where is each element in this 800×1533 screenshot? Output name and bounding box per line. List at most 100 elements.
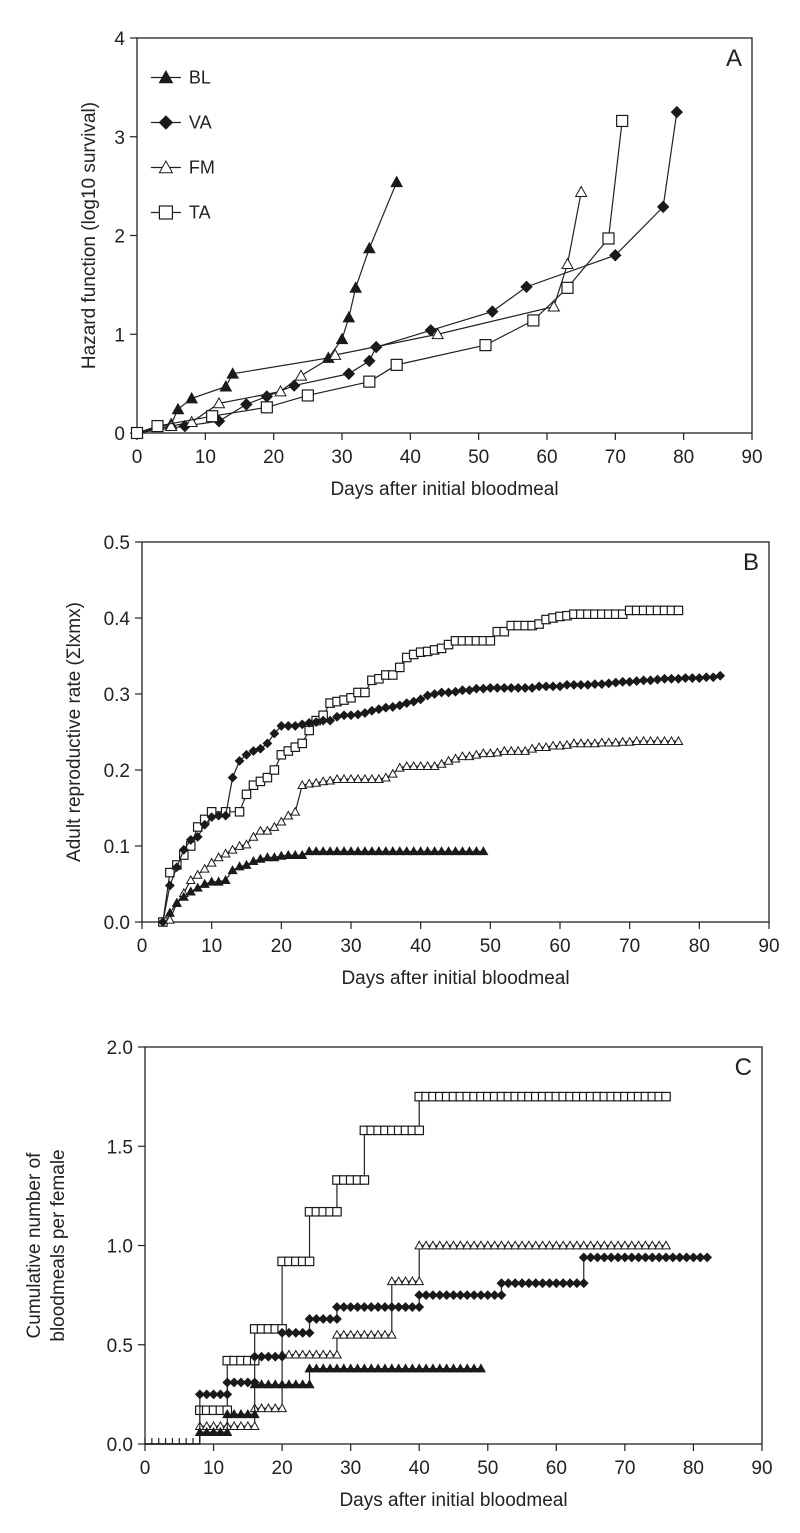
panel-b-series-fm-point bbox=[596, 737, 607, 747]
panel-c-series-bl-point bbox=[448, 1363, 459, 1373]
panel-c-series-fm-point bbox=[256, 1403, 267, 1413]
panel-b-series-va-point bbox=[325, 715, 336, 726]
panel-b-series-ta-point bbox=[673, 605, 684, 616]
panel-a-series-fm-point bbox=[294, 369, 308, 381]
panel-a-series-ta-point bbox=[527, 314, 540, 327]
panel-b-series-va-point bbox=[164, 880, 175, 891]
panel-b-series-va-point bbox=[506, 683, 517, 693]
panel-c-series-fm-point bbox=[270, 1403, 281, 1413]
panel-b-series-bl-point bbox=[338, 846, 350, 856]
panel-b-series-fm-point bbox=[652, 735, 663, 745]
panel-c-series-bl-point bbox=[345, 1363, 356, 1373]
panel-b-series-fm-point bbox=[631, 735, 642, 745]
panel-b-series-bl-point bbox=[401, 846, 412, 856]
panel-a-series-va-point bbox=[240, 398, 253, 411]
panel-a-series-bl-point bbox=[349, 281, 363, 293]
panel-b-series-va-point bbox=[387, 702, 398, 712]
panel-c-series-va-point bbox=[688, 1252, 699, 1263]
panel-c-series-va-point bbox=[640, 1252, 651, 1263]
panel-b-series-fm-point bbox=[290, 806, 301, 816]
panel-a-legend-label-va: VA bbox=[189, 113, 212, 133]
panel-c-series-bl-point bbox=[400, 1363, 411, 1373]
panel-c-series-bl-point bbox=[434, 1363, 445, 1373]
panel-c-series-va-point bbox=[352, 1302, 363, 1312]
panel-c-series-bl-point bbox=[407, 1363, 418, 1373]
panel-a-series-va-point bbox=[656, 200, 670, 214]
panel-b-series-va-point bbox=[255, 743, 266, 754]
panel-a-series-fm-point bbox=[164, 419, 178, 431]
panel-a-legend-label-fm: FM bbox=[189, 158, 215, 178]
panel-c-series-va-point bbox=[400, 1302, 411, 1312]
panel-b-series-va-point bbox=[499, 683, 510, 693]
panel-c-series-fm-point bbox=[551, 1240, 562, 1250]
panel-c-series-va-point bbox=[510, 1278, 521, 1289]
panel-a-series-fm-point bbox=[574, 185, 588, 197]
panel-c-series-fm-point bbox=[544, 1240, 555, 1250]
panel-c-series-fm-point bbox=[448, 1240, 459, 1250]
panel-b-series-bl-point bbox=[297, 849, 308, 859]
panel-b-series-fm-point bbox=[478, 748, 489, 758]
panel-c-xtick-label: 80 bbox=[683, 1458, 704, 1479]
panel-a-series-fm-point bbox=[212, 396, 226, 409]
panel-b-xtick-label: 50 bbox=[480, 936, 501, 957]
panel-b-series-fm-point bbox=[589, 738, 600, 748]
panel-b-series-fm-point bbox=[241, 839, 252, 849]
panel-c-series-ta-point bbox=[359, 1175, 370, 1185]
panel-c-series-va-point bbox=[571, 1278, 582, 1289]
panel-c-yaxis-title: Cumulative number of bbox=[24, 1152, 45, 1339]
panel-c-series-fm-point bbox=[434, 1240, 445, 1250]
panel-b-ytick-label: 0.3 bbox=[104, 685, 130, 706]
panel-a-series-ta-point bbox=[151, 419, 164, 433]
panel-b-series-va-point bbox=[569, 679, 579, 690]
panel-b-series-va-point bbox=[213, 810, 224, 821]
panel-b-series-bl-point bbox=[422, 846, 433, 856]
panel-c-series-va-point bbox=[242, 1377, 253, 1388]
panel-b-series-fm-point bbox=[568, 738, 579, 748]
panel-c-series-bl-point bbox=[338, 1363, 349, 1373]
panel-b-series-bl-point bbox=[345, 846, 357, 856]
panel-b-series-fm-point bbox=[422, 760, 433, 771]
panel-b-series-ta-point bbox=[297, 738, 308, 749]
panel-c-series-va-point bbox=[332, 1302, 342, 1312]
panel-c-series-fm-point bbox=[297, 1349, 308, 1359]
panel-c-series-bl-point bbox=[393, 1363, 404, 1373]
panel-b-series-va-point bbox=[450, 686, 461, 697]
chart-panel-c: 0 10 20 30 40 50 60 70 80 90 0.0 0.5 1.0 1.5 2.0 Days a… bbox=[24, 1038, 773, 1511]
panel-a-series-va-point bbox=[363, 354, 376, 368]
panel-c-series-va-point bbox=[619, 1252, 630, 1263]
panel-c-series-va-point bbox=[359, 1302, 370, 1312]
panel-c-series-va-point bbox=[393, 1302, 404, 1312]
panel-a-legend-marker-bl bbox=[158, 69, 174, 84]
panel-c-series-va-point bbox=[681, 1252, 692, 1263]
panel-b-series-bl-point bbox=[171, 897, 182, 907]
panel-b-series-va-point bbox=[589, 679, 600, 690]
panel-c-series-bl-point bbox=[215, 1426, 226, 1436]
panel-c-series-fm-point bbox=[647, 1240, 658, 1250]
panel-b-series-bl-point bbox=[276, 850, 287, 860]
panel-c-series-bl-point bbox=[427, 1363, 438, 1373]
panel-c-series-bl-point bbox=[235, 1408, 247, 1419]
panel-b-series-fm-point bbox=[499, 745, 510, 755]
panel-c-series-fm-point bbox=[564, 1240, 576, 1250]
panel-b-series-va-point bbox=[373, 704, 384, 715]
panel-c-series-bl-point bbox=[373, 1363, 384, 1373]
panel-c-series-fm-point bbox=[325, 1349, 336, 1359]
panel-b-series-va-point bbox=[548, 681, 558, 692]
panel-b-series-va-point bbox=[234, 755, 245, 766]
panel-c-series-bl-point bbox=[263, 1379, 274, 1389]
panel-a-series-ta-point bbox=[390, 358, 403, 371]
panel-c-series-bl-point bbox=[304, 1363, 315, 1373]
panel-c-series-bl-point bbox=[290, 1379, 301, 1389]
panel-c-series-va-point bbox=[606, 1252, 617, 1263]
panel-c-series-fm-point bbox=[366, 1329, 377, 1339]
panel-c-series-fm-point bbox=[455, 1240, 466, 1250]
panel-a-series-fm-point bbox=[547, 300, 561, 312]
panel-c-series-va-point bbox=[585, 1252, 596, 1263]
panel-b-series-va-point bbox=[220, 810, 231, 821]
panel-c-series-va-point bbox=[215, 1389, 226, 1400]
panel-c-series-va-point bbox=[626, 1252, 637, 1263]
panel-c-series-va-point bbox=[654, 1252, 665, 1263]
panel-c-series-bl-point bbox=[201, 1426, 212, 1436]
panel-c-series-fm-point bbox=[277, 1403, 288, 1413]
panel-c-series-bl-point bbox=[229, 1408, 240, 1419]
